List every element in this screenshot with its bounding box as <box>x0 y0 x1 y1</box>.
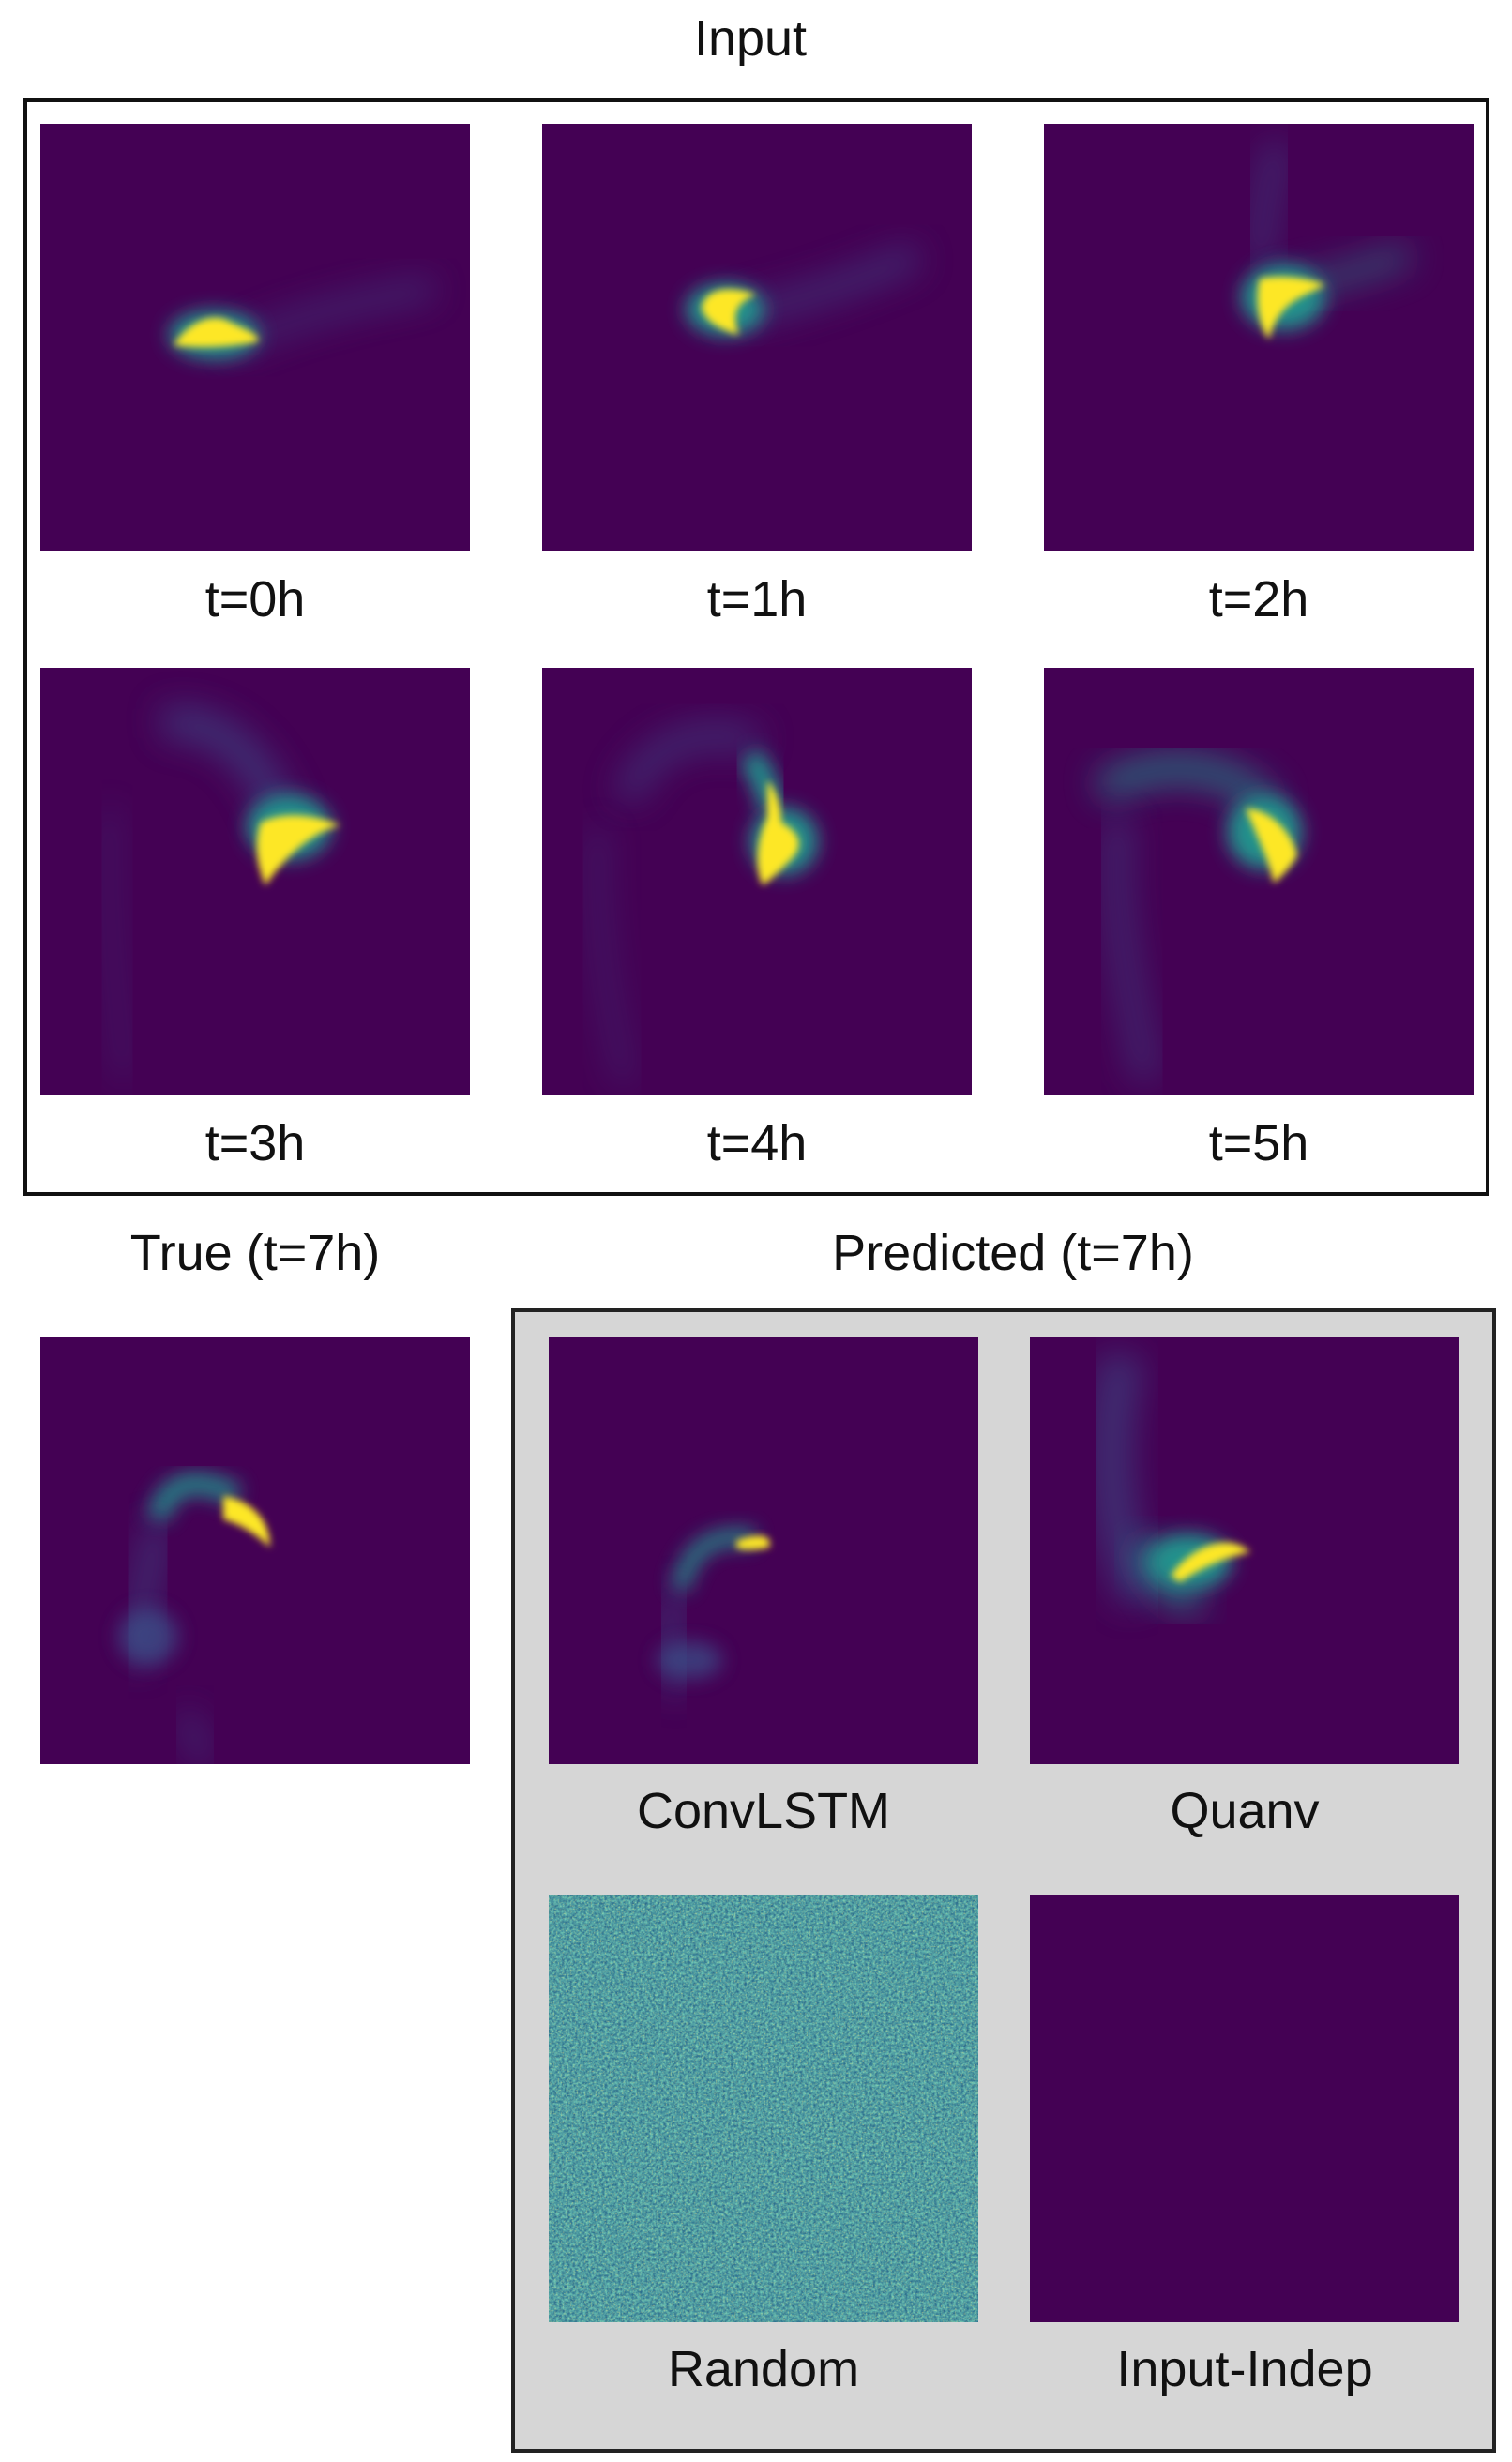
heatmap-image <box>1044 124 1474 551</box>
input-frame-t0 <box>40 124 470 551</box>
input-title: Input <box>693 10 808 67</box>
model-label-quanv: Quanv <box>1170 1783 1320 1839</box>
input-frame-t2 <box>1044 124 1474 551</box>
heatmap-image <box>1030 1337 1459 1764</box>
predicted-title: Predicted (t=7h) <box>832 1225 1194 1281</box>
input-frame-t4 <box>542 668 972 1095</box>
model-label-random: Random <box>667 2341 860 2397</box>
input-frame-t1 <box>542 124 972 551</box>
frame-label: t=0h <box>204 571 306 627</box>
predicted-random <box>549 1895 978 2322</box>
input-frame-t5 <box>1044 668 1474 1095</box>
noise-heatmap-image <box>549 1895 978 2322</box>
model-label-convlstm: ConvLSTM <box>636 1783 891 1839</box>
frame-label: t=2h <box>1208 571 1309 627</box>
heatmap-image <box>40 124 470 551</box>
input-frame-t3 <box>40 668 470 1095</box>
heatmap-image <box>40 668 470 1095</box>
heatmap-image <box>1030 1895 1459 2322</box>
heatmap-image <box>549 1337 978 1764</box>
model-label-input-indep: Input-Indep <box>1116 2341 1373 2397</box>
true-frame <box>40 1337 470 1764</box>
heatmap-image <box>542 668 972 1095</box>
frame-label: t=4h <box>706 1115 808 1171</box>
predicted-convlstm <box>549 1337 978 1764</box>
heatmap-image <box>542 124 972 551</box>
predicted-quanv <box>1030 1337 1459 1764</box>
heatmap-image <box>40 1337 470 1764</box>
frame-label: t=3h <box>204 1115 306 1171</box>
heatmap-image <box>1044 668 1474 1095</box>
predicted-input-indep <box>1030 1895 1459 2322</box>
true-title: True (t=7h) <box>129 1225 381 1281</box>
frame-label: t=5h <box>1208 1115 1309 1171</box>
frame-label: t=1h <box>706 571 808 627</box>
